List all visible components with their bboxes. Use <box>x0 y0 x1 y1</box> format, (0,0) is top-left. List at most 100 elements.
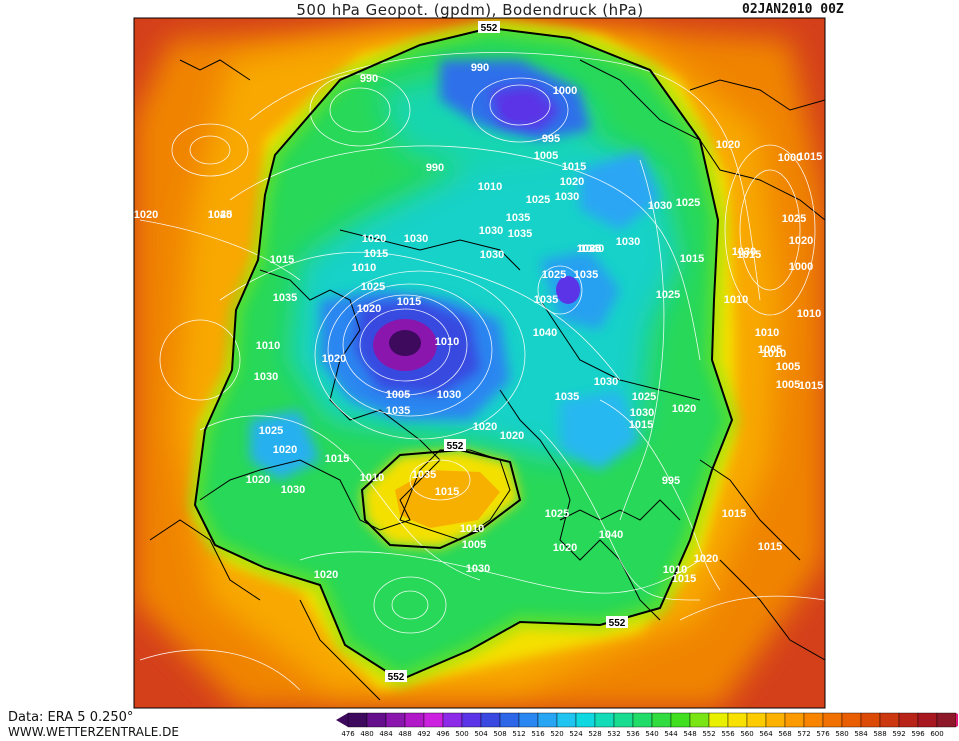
contour-552-label-box <box>385 670 407 682</box>
website-link[interactable]: WWW.WETTERZENTRALE.DE <box>8 725 179 739</box>
contour-552-label-box <box>444 439 466 451</box>
scale-label: 512 <box>512 730 526 738</box>
pressure-label: 1015 <box>758 541 782 553</box>
pressure-label: 1010 <box>460 523 484 535</box>
pressure-label: 1005 <box>776 379 800 391</box>
polar-low-inner <box>389 330 421 356</box>
scale-swatch <box>936 712 957 728</box>
scale-swatch <box>765 712 786 728</box>
small-low-center <box>556 276 580 304</box>
pressure-label: 1035 <box>508 228 532 240</box>
pressure-label: 1015 <box>799 380 823 392</box>
atlantic-ridge-core <box>395 470 500 528</box>
pressure-label: 1020 <box>694 553 718 565</box>
pressure-label: 1020 <box>500 430 524 442</box>
pressure-label: 1035 <box>506 212 530 224</box>
pressure-label: 1040 <box>599 529 623 541</box>
pressure-label: 1020 <box>273 444 297 456</box>
pressure-label: 1000 <box>789 261 813 273</box>
pressure-label: 1035 <box>412 469 436 481</box>
pressure-label: 1020 <box>322 353 346 365</box>
data-source: Data: ERA 5 0.250° <box>8 710 134 725</box>
scale-swatch <box>537 712 558 728</box>
pressure-label: 1005 <box>462 539 486 551</box>
pressure-label: 1005 <box>758 344 782 356</box>
pressure-label: 1015 <box>798 151 822 163</box>
pressure-label: 1025 <box>632 391 656 403</box>
scale-swatch <box>366 712 387 728</box>
pressure-label: 1025 <box>656 289 680 301</box>
scale-label: 596 <box>911 730 925 738</box>
pressure-label: 1010 <box>478 181 502 193</box>
map-title: 500 hPa Geopot. (gpdm), Bodendruck (hPa) <box>296 1 644 19</box>
coastlines <box>149 59 825 701</box>
pressure-label: 1020 <box>560 176 584 188</box>
scale-swatch <box>632 712 653 728</box>
contour-552-label-box <box>606 616 628 628</box>
pressure-label: 1000 <box>553 85 577 97</box>
scale-label: 536 <box>626 730 640 738</box>
scale-swatch <box>879 712 900 728</box>
scale-label: 568 <box>778 730 792 738</box>
pressure-label: 1035 <box>555 391 579 403</box>
scale-swatch <box>860 712 881 728</box>
pressure-label: 1015 <box>435 486 459 498</box>
pressure-label: 1020 <box>789 235 813 247</box>
pressure-label: 1020 <box>553 542 577 554</box>
pressure-label: 1030 <box>616 236 640 248</box>
scale-swatch <box>803 712 824 728</box>
upper-low-center <box>502 96 538 120</box>
pressure-label: 1010 <box>360 472 384 484</box>
pressure-label: 1015 <box>397 296 421 308</box>
pressure-label: 1005 <box>776 361 800 373</box>
pressure-label: 1025 <box>361 281 385 293</box>
pressure-label: 1030 <box>281 484 305 496</box>
pressure-label: 1020 <box>473 421 497 433</box>
scale-label: 548 <box>683 730 697 738</box>
scale-swatch <box>423 712 444 728</box>
scale-label: 540 <box>645 730 659 738</box>
scale-swatch <box>556 712 577 728</box>
scale-label: 592 <box>892 730 906 738</box>
pressure-label: 1030 <box>466 563 490 575</box>
scale-label: 556 <box>721 730 735 738</box>
pressure-label: 990 <box>360 73 378 85</box>
contour-552 <box>193 26 734 682</box>
pressure-label: 1010 <box>762 348 786 360</box>
pressure-label: 1030 <box>437 389 461 401</box>
map-area <box>134 18 825 708</box>
pressure-label: 1025 <box>676 197 700 209</box>
scale-label: 580 <box>835 730 849 738</box>
pressure-label: 1035 <box>386 405 410 417</box>
pressure-label: 995 <box>542 133 560 145</box>
pressure-label: 1015 <box>325 453 349 465</box>
scale-swatch <box>442 712 463 728</box>
scale-label: 584 <box>854 730 868 738</box>
scale-label: 588 <box>873 730 887 738</box>
scale-label: 544 <box>664 730 678 738</box>
scale-label: 524 <box>569 730 583 738</box>
map-frame <box>133 17 826 709</box>
pressure-label: 1030 <box>630 407 654 419</box>
scale-label: 600 <box>930 730 944 738</box>
scale-swatch <box>518 712 539 728</box>
pressure-label: 1020 <box>357 303 381 315</box>
pressure-label: 1025 <box>259 425 283 437</box>
scale-label: 476 <box>341 730 355 738</box>
pressure-label: 1030 <box>404 233 428 245</box>
pressure-label: 1030 <box>480 249 504 261</box>
pressure-label: 1020 <box>134 209 158 221</box>
scale-swatch <box>461 712 482 728</box>
scale-label: 500 <box>455 730 469 738</box>
pressure-label: 1030 <box>479 225 503 237</box>
contour-552-label: 552 <box>609 618 626 629</box>
pressure-label: 1040 <box>580 243 604 255</box>
scale-label: 560 <box>740 730 754 738</box>
pressure-label: 1025 <box>208 209 232 221</box>
scale-swatch <box>404 712 425 728</box>
pressure-label: 1030 <box>254 371 278 383</box>
scale-label: 492 <box>417 730 431 738</box>
scale-label: 564 <box>759 730 773 738</box>
pressure-label: 1010 <box>435 336 459 348</box>
pressure-label: 995 <box>662 475 680 487</box>
